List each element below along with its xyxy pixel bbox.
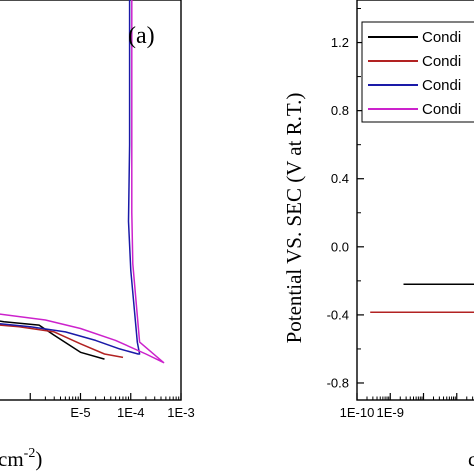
- y-tick-label-b: 0.4: [331, 171, 349, 186]
- legend-label-2: Condi: [422, 53, 461, 70]
- panel-label-a: (a): [128, 23, 155, 49]
- x-tick-label-b: 1E-10: [340, 405, 375, 420]
- y-axis-title-b: Potential VS. SEC (V at R.T.): [282, 93, 306, 344]
- panel-a: E-5 1E-4 1E-3 (a) cm-2): [0, 0, 195, 471]
- x-tick-label-a: 1E-3: [167, 405, 194, 420]
- y-tick-label-b: -0.4: [327, 307, 349, 322]
- plot-frame-a: [0, 0, 182, 401]
- y-tick-label-b: 0.8: [331, 103, 349, 118]
- x-axis-title-a-superscript: -2: [24, 446, 36, 461]
- legend-box: [361, 21, 474, 123]
- y-tick-label-b: -0.8: [327, 375, 349, 390]
- legend-b: Condi Condi Condi Condi: [361, 21, 474, 123]
- y-tick-label-b: 0.0: [331, 239, 349, 254]
- series-line-a-2: [0, 324, 124, 359]
- legend-label-4: Condi: [422, 101, 461, 118]
- x-axis-title-a-close: ): [35, 447, 42, 471]
- x-tick-label-a: E-5: [70, 405, 90, 420]
- legend-label-1: Condi: [422, 29, 461, 46]
- x-axis-title-b-fragment: c: [468, 447, 474, 471]
- x-axis-title-a-unit: cm: [0, 447, 24, 471]
- x-tick-label-a: 1E-4: [117, 405, 144, 420]
- series-line-a-4: [0, 0, 165, 364]
- series-line-a-3: [0, 0, 141, 355]
- x-tick-label-b: 1E-9: [377, 405, 404, 420]
- panel-b: 1.20.80.40.0-0.4-0.81E-10 1E-9CondiCondiC…: [282, 0, 474, 471]
- legend-label-3: Condi: [422, 77, 461, 94]
- x-axis-title-a: cm-2): [0, 446, 42, 471]
- y-tick-label-b: 1.2: [331, 35, 349, 50]
